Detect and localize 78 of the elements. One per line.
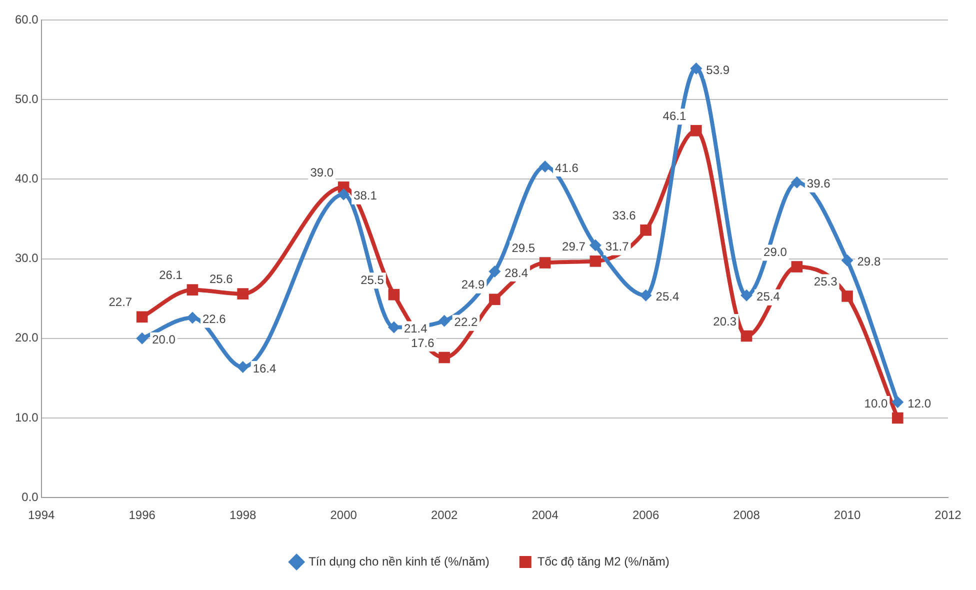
point	[186, 312, 198, 324]
y-tick-label: 0.0	[22, 490, 39, 504]
data-label: 17.6	[410, 336, 435, 350]
point	[136, 311, 148, 323]
x-tick-label: 2002	[430, 508, 458, 522]
point	[237, 288, 248, 300]
point	[438, 352, 450, 364]
y-tick-label: 20.0	[14, 330, 39, 345]
x-tick-label: 1994	[28, 508, 56, 522]
data-label: 22.2	[454, 315, 478, 330]
data-label: 41.6	[555, 160, 579, 175]
data-label: 33.6	[612, 208, 636, 222]
point	[892, 396, 904, 408]
data-label: 28.4	[504, 266, 528, 280]
x-tick-label: 2008	[733, 508, 760, 522]
point	[740, 330, 752, 342]
point	[590, 256, 602, 267]
data-label: 25.5	[360, 272, 384, 287]
data-label: 53.9	[706, 62, 730, 77]
data-label: 46.1	[662, 108, 686, 123]
data-label: 20.0	[152, 332, 176, 347]
data-label: 39.6	[806, 176, 831, 191]
point	[338, 188, 350, 200]
point	[790, 176, 803, 188]
data-label: 29.0	[764, 245, 788, 260]
point	[539, 257, 551, 268]
y-tick-label: 10.0	[14, 410, 39, 424]
data-label: 21.4	[404, 322, 428, 336]
data-label: 12.0	[908, 396, 932, 410]
point	[690, 62, 702, 75]
data-label: 31.7	[605, 240, 630, 254]
y-tick-label: 40.0	[14, 172, 39, 186]
x-tick-label: 1998	[229, 508, 256, 522]
point	[791, 261, 803, 272]
x-tick-label: 2006	[632, 508, 660, 522]
data-label: 29.5	[512, 241, 536, 256]
point	[388, 321, 400, 334]
y-tick-label: 60.0	[14, 12, 39, 26]
point	[388, 288, 400, 300]
point	[640, 224, 652, 236]
point	[136, 332, 148, 344]
data-label: 25.6	[209, 272, 234, 286]
point	[488, 266, 501, 278]
point	[690, 124, 702, 136]
x-tick-label: 2010	[834, 508, 861, 522]
data-label: 25.4	[656, 290, 680, 304]
data-label: 16.4	[252, 361, 277, 376]
data-label: 10.0	[864, 396, 888, 410]
data-label: 39.0	[310, 165, 334, 180]
data-label: 26.1	[159, 268, 183, 282]
point	[186, 284, 198, 296]
point	[236, 361, 249, 374]
x-tick-label: 2004	[532, 508, 559, 522]
data-label: 25.4	[756, 290, 780, 304]
data-label: 25.3	[814, 274, 838, 289]
point	[841, 254, 854, 266]
point	[438, 314, 450, 327]
data-label: 22.6	[202, 312, 226, 326]
point	[740, 289, 753, 302]
y-tick-label: 30.0	[14, 251, 39, 266]
legend-label: Tốc độ tăng M2 (%/năm)	[537, 554, 670, 568]
data-label: 38.1	[354, 188, 378, 203]
data-label: 20.3	[713, 314, 737, 328]
point	[640, 289, 652, 302]
x-tick-label: 1996	[128, 508, 156, 522]
point	[892, 412, 904, 424]
point	[589, 239, 602, 252]
data-label: 22.7	[108, 295, 132, 310]
point	[489, 294, 500, 306]
point	[842, 290, 853, 302]
data-label: 24.9	[461, 278, 486, 292]
x-tick-label: 2012	[934, 508, 962, 522]
y-tick-label: 50.0	[14, 92, 39, 106]
data-label: 29.7	[562, 240, 586, 254]
legend-label: Tín dụng cho nền kinh tế (%/năm)	[308, 554, 490, 568]
point	[539, 160, 552, 172]
x-tick-label: 2000	[330, 508, 358, 522]
data-label: 29.8	[857, 254, 881, 269]
